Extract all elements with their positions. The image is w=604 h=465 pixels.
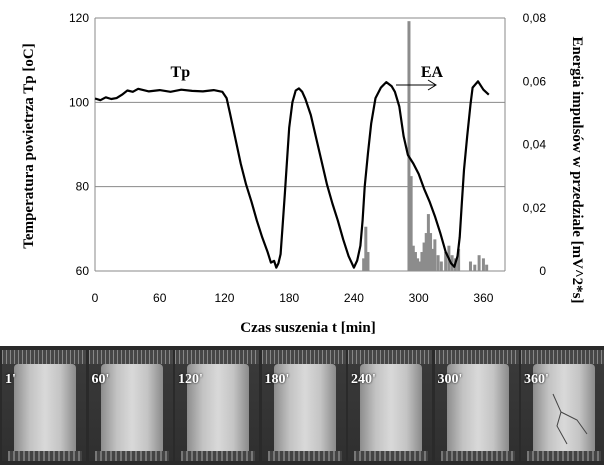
x-tick-label-1: 60 <box>153 291 167 305</box>
sample-cylinder <box>446 364 509 453</box>
y-axis-label-left: Temperatura powietrza Tp [oC] <box>21 43 37 248</box>
photo-time-label: 240' <box>351 372 376 387</box>
scale-ruler <box>175 350 259 364</box>
ea-bar-0 <box>362 258 366 271</box>
ea-bar-7 <box>416 258 420 271</box>
ea-bar-26 <box>481 258 485 271</box>
sample-cylinder <box>14 364 76 453</box>
ea-bar-2 <box>366 252 370 271</box>
sample-photo-4: 240' <box>348 350 432 461</box>
ea-bar-25 <box>477 255 481 271</box>
x-axis-label: Czas suszenia t [min] <box>240 320 375 336</box>
y-tick-label-right-3: 0,06 <box>523 74 547 88</box>
ea-bar-10 <box>422 242 426 271</box>
tp-line <box>94 80 490 269</box>
x-tick-label-4: 240 <box>344 291 364 305</box>
sample-base <box>181 451 255 461</box>
sample-photo-0: 1' <box>2 350 86 461</box>
y-tick-label-right-2: 0,04 <box>523 138 547 152</box>
crack-lines <box>552 393 588 445</box>
ea-arrow-head <box>427 79 437 91</box>
sample-base <box>8 451 82 461</box>
sample-cylinder <box>273 364 336 453</box>
photo-time-label: 120' <box>178 372 203 387</box>
ea-bar-1 <box>364 226 368 271</box>
ea-bar-24 <box>473 264 477 271</box>
ea-bar-12 <box>426 214 430 271</box>
ea-bar-9 <box>420 252 424 271</box>
ea-bar-4 <box>409 176 413 271</box>
sample-cylinder <box>100 364 163 453</box>
scale-ruler <box>434 350 519 364</box>
sample-photo-3: 180' <box>261 350 346 461</box>
x-tick-label-6: 360 <box>473 291 493 305</box>
scale-ruler <box>261 350 346 364</box>
ea-bar-23 <box>468 261 472 271</box>
tp-series <box>94 80 490 269</box>
y-tick-label-left-1: 80 <box>76 180 90 194</box>
ea-bar-13 <box>429 233 433 271</box>
ea-bar-22 <box>457 248 461 271</box>
sample-photo-5: 300' <box>434 350 519 461</box>
ea-bar-14 <box>431 248 435 271</box>
sample-cylinder <box>187 364 249 453</box>
photo-time-label: 180' <box>264 372 290 387</box>
plot-area <box>95 18 505 271</box>
sample-cylinder <box>360 364 422 453</box>
y-tick-label-left-0: 60 <box>76 264 90 278</box>
sample-base <box>267 451 342 461</box>
annotation-ea: EA <box>421 64 444 81</box>
scale-ruler <box>521 350 604 364</box>
sample-photo-6: 360' <box>521 350 604 461</box>
ea-bar-27 <box>485 264 489 271</box>
x-tick-label-0: 0 <box>92 291 99 305</box>
sample-photo-1: 60' <box>88 350 173 461</box>
photo-time-label: 300' <box>437 372 463 387</box>
y-tick-label-right-4: 0,08 <box>523 11 547 25</box>
x-tick-label-2: 120 <box>214 291 234 305</box>
annotations-layer: Tp EA <box>171 64 444 81</box>
chart-svg: 0 60 120 180 240 300 360608010012000,020,040,0… <box>21 11 585 336</box>
y-tick-label-left-2: 100 <box>69 95 89 109</box>
annotation-tp: Tp <box>171 64 191 81</box>
ea-bar-15 <box>433 239 437 271</box>
ea-bar-8 <box>418 261 422 271</box>
photo-time-label: 1' <box>5 372 16 387</box>
scale-ruler <box>2 350 86 364</box>
sample-base <box>354 451 428 461</box>
sample-photo-2: 120' <box>175 350 259 461</box>
ea-bar-5 <box>411 245 415 271</box>
ea-bar-6 <box>413 252 417 271</box>
sample-base <box>440 451 515 461</box>
photo-time-label: 360' <box>524 372 549 387</box>
photo-strip: 1' 60' 120' 180' 240' 300' 360' <box>0 346 604 465</box>
ea-bar-3 <box>407 21 411 271</box>
photo-time-label: 60' <box>91 372 110 387</box>
sample-base <box>94 451 169 461</box>
y-tick-label-right-1: 0,02 <box>523 201 547 215</box>
sample-base <box>527 451 601 461</box>
ea-bar-18 <box>444 252 448 271</box>
ticks-layer: 0 60 120 180 240 300 360608010012000,020,040,0… <box>69 11 546 305</box>
scale-ruler <box>88 350 173 364</box>
ea-bar-11 <box>424 233 428 271</box>
chart: 0 60 120 180 240 300 360 60 80 100 120 0 0,02 0,04 0,0… <box>21 11 585 336</box>
x-tick-label-5: 300 <box>409 291 429 305</box>
ea-bar-16 <box>436 255 440 271</box>
y-tick-label-left-3: 120 <box>69 11 89 25</box>
y-axis-label-right: Energia impulsów w przedziale [mV^2*s] <box>569 36 585 303</box>
y-tick-label-right-0: 0 <box>539 264 546 278</box>
x-tick-label-3: 180 <box>279 291 299 305</box>
scale-ruler <box>348 350 432 364</box>
ea-bar-17 <box>439 261 443 271</box>
